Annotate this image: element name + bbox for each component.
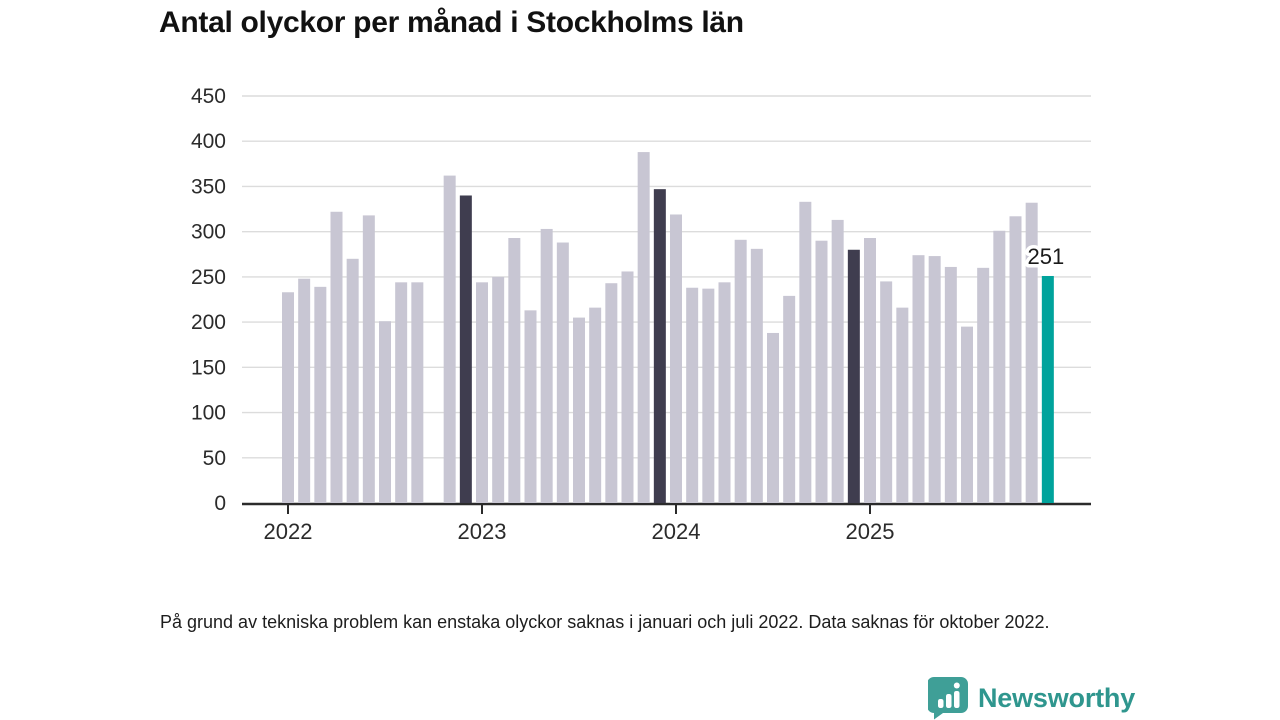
x-axis-tick-label: 2023 — [458, 519, 507, 544]
bar — [589, 307, 602, 503]
bar — [282, 292, 294, 503]
y-axis-tick-label: 50 — [203, 447, 226, 470]
x-axis-tick-label: 2024 — [652, 519, 701, 544]
bar — [750, 248, 763, 503]
bar — [411, 282, 424, 503]
bar-highlight-dark — [653, 189, 666, 503]
bar — [831, 219, 844, 504]
bar — [492, 276, 505, 503]
bar — [734, 239, 747, 503]
bar — [524, 310, 537, 503]
newsworthy-logo: Newsworthy — [928, 676, 1135, 720]
y-axis-tick-label: 250 — [191, 266, 226, 289]
x-axis-tick-label: 2022 — [264, 519, 313, 544]
bar — [330, 211, 343, 503]
bar — [896, 307, 909, 503]
brand-name: Newsworthy — [978, 682, 1136, 713]
bar — [314, 286, 327, 503]
bar — [508, 237, 521, 503]
y-axis-tick-label: 300 — [191, 221, 226, 244]
bar — [379, 321, 392, 503]
bar — [1009, 216, 1022, 503]
bar — [993, 230, 1006, 504]
bar — [1025, 202, 1038, 504]
chart-title: Antal olyckor per månad i Stockholms län — [159, 6, 744, 39]
y-axis-tick-label: 100 — [191, 402, 226, 425]
bar-highlight-dark — [847, 249, 860, 503]
bar — [298, 278, 311, 503]
y-axis-tick-label: 150 — [191, 356, 226, 379]
bar — [395, 282, 408, 503]
bar-highlight-accent — [1041, 275, 1054, 503]
x-axis-tick-label: 2025 — [846, 519, 895, 544]
bar — [944, 266, 957, 503]
bar — [702, 288, 715, 503]
bar — [815, 240, 828, 503]
bar — [799, 201, 812, 503]
y-axis-tick-label: 200 — [191, 311, 226, 334]
bar — [362, 215, 375, 504]
bar — [767, 332, 780, 503]
newsworthy-speech-bubble-bar-chart-icon — [928, 677, 968, 720]
y-axis-tick-label: 0 — [214, 492, 226, 515]
bar — [961, 326, 974, 503]
bar — [556, 242, 569, 503]
bar — [443, 175, 456, 503]
chart-footnote: På grund av tekniska problem kan enstaka… — [160, 612, 1050, 632]
bar — [346, 258, 359, 503]
bar — [540, 228, 553, 503]
bar — [605, 283, 618, 503]
bar-highlight-dark — [459, 195, 472, 503]
y-axis-tick-label: 450 — [191, 85, 226, 108]
bar — [670, 214, 683, 503]
bar — [621, 271, 634, 503]
bar — [686, 287, 699, 503]
bar — [783, 295, 796, 503]
bar — [637, 152, 650, 503]
bar — [864, 237, 877, 503]
bar — [912, 255, 925, 503]
y-axis-tick-label: 350 — [191, 175, 226, 198]
bar — [476, 282, 489, 503]
y-axis-tick-label: 400 — [191, 130, 226, 153]
bar-value-annotation: 251 — [1027, 244, 1064, 269]
bar — [880, 281, 893, 503]
bar — [977, 267, 990, 503]
bar — [928, 256, 941, 503]
bar — [573, 317, 586, 503]
bar — [718, 282, 731, 503]
